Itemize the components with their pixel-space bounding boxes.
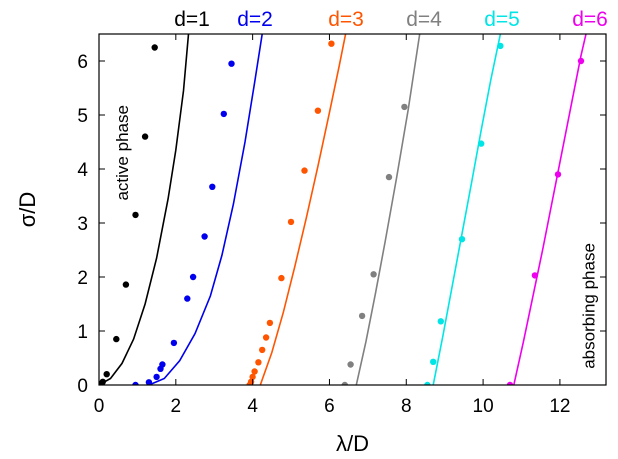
y-tick-label: 4 [77,160,88,181]
x-tick-label: 6 [324,396,335,417]
data-point-d1-6 [122,281,130,288]
y-axis-label: σ/D [15,192,40,228]
data-point-d3-4 [251,368,258,375]
data-point-d2-1 [132,381,139,385]
data-point-d2-11 [220,110,227,118]
data-point-d5-3 [437,318,444,325]
legend-item-d1: d=1 [174,8,210,31]
data-point-d6-3 [554,171,562,178]
data-point-d2-7 [184,295,191,302]
x-tick-label: 2 [171,396,182,417]
x-tick-label: 10 [473,396,494,417]
data-point-d2-5 [159,361,166,368]
series-line-2 [148,34,263,385]
x-axis-label: λ/D [336,431,369,456]
legend: d=1 d=2 d=3 d=4 d=5 d=6 [174,8,608,31]
data-point-d3-9 [278,274,285,282]
data-point-d4-6 [401,103,408,111]
y-tick-label: 6 [77,52,88,73]
data-point-d1-4 [103,371,110,378]
data-point-d1-8 [141,133,149,140]
data-point-d6-2 [531,272,539,279]
legend-item-d4: d=4 [406,8,442,31]
plot-area [99,34,587,385]
y-tick-label: 2 [77,268,88,289]
data-point-d2-9 [201,233,208,240]
x-tick-label: 0 [94,396,105,417]
annotation-absorbing-phase: absorbing phase [579,243,598,369]
series-line-4 [355,34,421,385]
data-point-d4-1 [341,381,348,385]
data-point-d4-2 [347,361,354,368]
data-point-d2-8 [189,273,197,281]
data-point-d3-3 [249,373,256,381]
annotation-active-phase: active phase [113,105,132,200]
data-point-d1-3 [99,378,107,385]
series-line-3 [259,34,347,385]
legend-item-d6: d=6 [572,8,608,31]
legend-item-d3: d=3 [328,8,364,31]
data-point-d6-1 [506,381,514,385]
legend-item-d2: d=2 [237,8,273,31]
data-point-d3-12 [314,107,322,114]
data-point-d4-3 [358,312,366,320]
data-point-d5-6 [497,42,504,50]
data-point-d3-7 [262,334,270,341]
data-point-d5-2 [430,358,437,365]
data-point-d3-8 [266,319,274,327]
data-point-d1-9 [151,44,158,51]
data-point-d4-4 [370,271,377,278]
data-point-d5-1 [424,381,431,385]
data-point-d3-11 [301,167,308,174]
data-point-d6-4 [577,57,585,65]
data-point-d3-13 [328,40,335,47]
data-point-d1-5 [113,335,120,343]
data-point-d2-12 [228,60,235,67]
series-line-1 [99,34,190,385]
plot-frame [98,33,607,386]
series-line-6 [513,34,587,385]
data-point-d3-6 [259,346,266,354]
data-point-d3-10 [287,218,295,226]
data-point-d5-5 [478,140,485,147]
data-point-d1-7 [132,211,139,219]
data-point-d4-5 [385,173,393,181]
legend-item-d5: d=5 [484,8,520,31]
x-tick-label: 8 [401,396,412,417]
data-point-d2-10 [209,183,216,190]
series-line-5 [432,34,502,385]
data-point-d5-4 [458,236,466,243]
x-tick-label: 4 [247,396,258,417]
y-tick-label: 3 [77,214,88,235]
x-tick-label: 12 [549,396,570,417]
data-point-d2-2 [145,379,153,385]
data-point-d3-5 [255,359,262,366]
data-point-d2-6 [170,339,178,347]
data-point-d2-3 [153,373,160,381]
y-tick-label: 0 [77,376,88,397]
y-tick-label: 1 [77,322,88,343]
y-tick-label: 5 [77,106,88,127]
